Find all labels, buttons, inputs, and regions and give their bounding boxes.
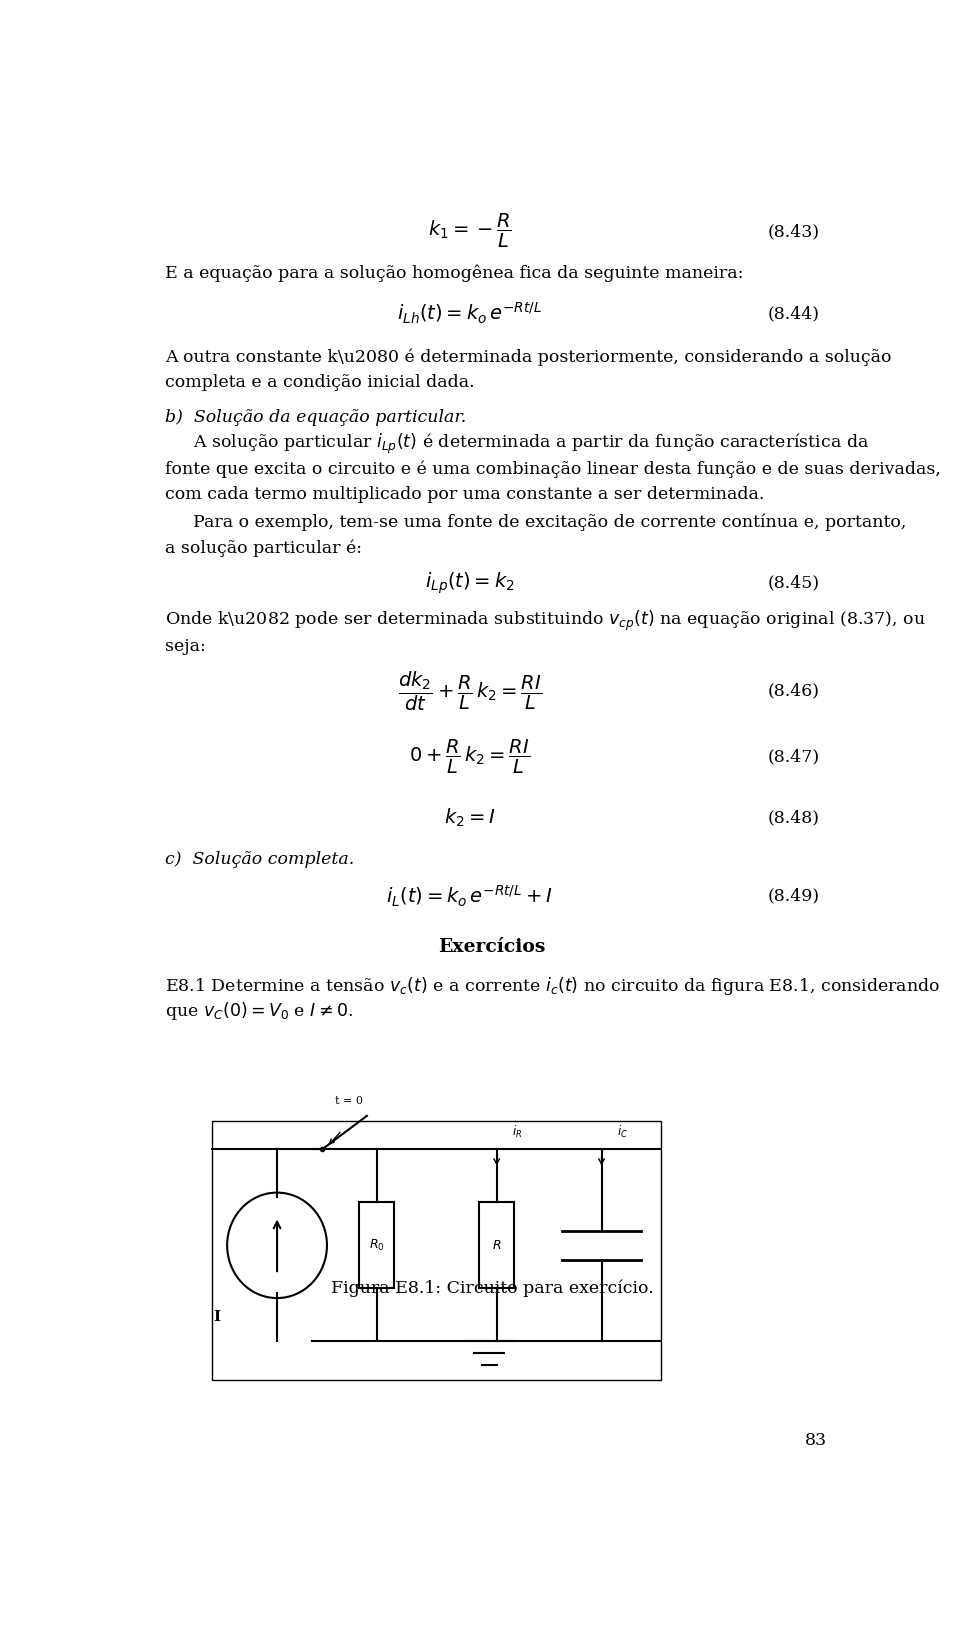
Text: com cada termo multiplicado por uma constante a ser determinada.: com cada termo multiplicado por uma cons… xyxy=(165,487,764,503)
Text: $R_0$: $R_0$ xyxy=(369,1238,385,1253)
Text: (8.48): (8.48) xyxy=(767,809,820,825)
Text: completa e a condição inicial dada.: completa e a condição inicial dada. xyxy=(165,373,474,391)
Text: A outra constante k\u2080 é determinada posteriormente, considerando a solução: A outra constante k\u2080 é determinada … xyxy=(165,349,891,365)
Text: (8.47): (8.47) xyxy=(767,748,820,766)
Text: que $v_C(0) = V_0$ e $I \neq 0$.: que $v_C(0) = V_0$ e $I \neq 0$. xyxy=(165,1000,353,1023)
Text: b)  Solução da equação particular.: b) Solução da equação particular. xyxy=(165,409,466,426)
Text: $i_C$: $i_C$ xyxy=(616,1124,628,1139)
Text: Onde k\u2082 pode ser determinada substituindo $v_{cp}(t)$ na equação original (: Onde k\u2082 pode ser determinada substi… xyxy=(165,610,925,633)
Text: Para o exemplo, tem-se uma fonte de excitação de corrente contínua e, portanto,: Para o exemplo, tem-se uma fonte de exci… xyxy=(193,515,906,531)
Text: (8.43): (8.43) xyxy=(767,224,820,240)
Text: (8.44): (8.44) xyxy=(767,306,820,322)
Text: A solução particular $i_{Lp}(t)$ é determinada a partir da função característica: A solução particular $i_{Lp}(t)$ é deter… xyxy=(193,432,869,457)
Text: $\dfrac{dk_2}{dt} + \dfrac{R}{L}\,k_2 = \dfrac{RI}{L}$: $\dfrac{dk_2}{dt} + \dfrac{R}{L}\,k_2 = … xyxy=(397,669,541,712)
Text: (8.45): (8.45) xyxy=(767,575,820,592)
Text: Figura E8.1: Circuito para exercício.: Figura E8.1: Circuito para exercício. xyxy=(330,1279,654,1297)
Text: $i_{Lp}(t) = k_2$: $i_{Lp}(t) = k_2$ xyxy=(425,570,515,597)
Text: seja:: seja: xyxy=(165,638,205,656)
Text: a solução particular é:: a solução particular é: xyxy=(165,539,362,557)
Text: $i_{Lh}(t) = k_o\, e^{-Rt/L}$: $i_{Lh}(t) = k_o\, e^{-Rt/L}$ xyxy=(397,301,542,327)
Bar xyxy=(479,1202,515,1289)
Text: (8.49): (8.49) xyxy=(767,888,820,904)
Text: E a equação para a solução homogênea fica da seguinte maneira:: E a equação para a solução homogênea fic… xyxy=(165,265,743,283)
Text: $i_L(t) = k_o\,e^{-Rt/L} + I$: $i_L(t) = k_o\,e^{-Rt/L} + I$ xyxy=(386,883,553,909)
Text: 83: 83 xyxy=(804,1432,827,1448)
Text: (8.46): (8.46) xyxy=(767,682,820,699)
Text: t = 0: t = 0 xyxy=(335,1097,364,1106)
Text: c)  Solução completa.: c) Solução completa. xyxy=(165,852,354,868)
Text: $k_1 = -\dfrac{R}{L}$: $k_1 = -\dfrac{R}{L}$ xyxy=(428,212,512,250)
Text: fonte que excita o circuito e é uma combinação linear desta função e de suas der: fonte que excita o circuito e é uma comb… xyxy=(165,460,941,478)
Text: Exercícios: Exercícios xyxy=(439,937,545,955)
Text: I: I xyxy=(213,1310,221,1325)
Text: E8.1 Determine a tensão $v_c(t)$ e a corrente $i_c(t)$ no circuito da figura E8.: E8.1 Determine a tensão $v_c(t)$ e a cor… xyxy=(165,975,940,996)
Bar xyxy=(359,1202,395,1289)
Text: $0 + \dfrac{R}{L}\,k_2 = \dfrac{RI}{L}$: $0 + \dfrac{R}{L}\,k_2 = \dfrac{RI}{L}$ xyxy=(409,738,530,776)
Text: $i_R$: $i_R$ xyxy=(512,1124,522,1139)
Text: $R$: $R$ xyxy=(492,1240,501,1251)
Text: $k_2 = I$: $k_2 = I$ xyxy=(444,807,495,829)
